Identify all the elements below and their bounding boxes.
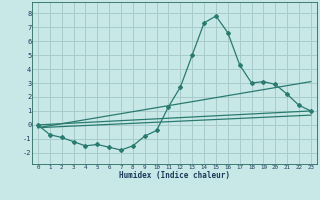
X-axis label: Humidex (Indice chaleur): Humidex (Indice chaleur) bbox=[119, 171, 230, 180]
